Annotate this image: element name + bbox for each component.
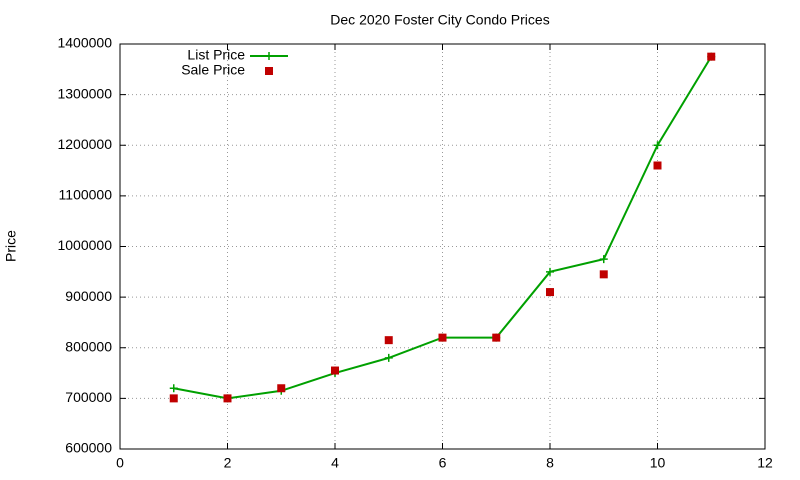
- y-tick-label: 700000: [65, 389, 112, 405]
- legend-marker: [265, 67, 273, 75]
- plot-border: [119, 43, 766, 450]
- y-tick-label: 1400000: [57, 35, 112, 51]
- x-tick-label: 6: [439, 455, 447, 471]
- legend-label: List Price: [187, 47, 245, 63]
- data-point: [653, 161, 662, 170]
- y-tick-label: 1200000: [57, 136, 112, 152]
- y-tick-label: 800000: [65, 338, 112, 354]
- y-tick-label: 1000000: [57, 237, 112, 253]
- x-tick-label: 12: [757, 455, 773, 471]
- y-axis-label: Price: [3, 230, 19, 262]
- x-tick-label: 4: [331, 455, 339, 471]
- data-point: [331, 366, 339, 375]
- data-point: [653, 141, 662, 150]
- legend-marker: [265, 52, 273, 60]
- data-point: [599, 270, 608, 279]
- data-point: [492, 333, 501, 342]
- series-line: [173, 56, 713, 400]
- data-point: [384, 336, 393, 345]
- data-point: [599, 255, 608, 264]
- data-point: [546, 267, 554, 276]
- y-tick-label: 1300000: [57, 85, 112, 101]
- x-tick-label: 10: [650, 455, 666, 471]
- chart-title: Dec 2020 Foster City Condo Prices: [330, 12, 549, 28]
- data-point: [384, 353, 393, 362]
- data-point: [707, 52, 716, 61]
- data-point: [169, 394, 178, 403]
- data-point: [546, 288, 554, 297]
- data-point: [169, 384, 178, 393]
- data-point: [223, 394, 232, 403]
- x-tick-label: 0: [116, 455, 124, 471]
- x-tick-label: 8: [546, 455, 554, 471]
- data-point: [277, 384, 286, 393]
- y-tick-label: 900000: [65, 288, 112, 304]
- y-tick-label: 600000: [65, 440, 112, 456]
- legend-label: Sale Price: [181, 62, 245, 78]
- y-tick-label: 1100000: [59, 187, 113, 203]
- x-tick-label: 2: [224, 455, 232, 471]
- data-point: [438, 333, 447, 342]
